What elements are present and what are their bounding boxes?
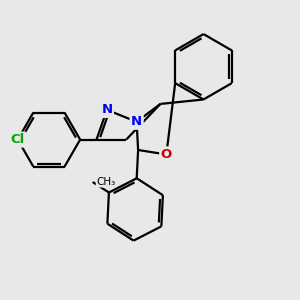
Text: CH₃: CH₃ xyxy=(96,177,116,187)
Text: N: N xyxy=(101,103,112,116)
Text: O: O xyxy=(161,148,172,161)
Text: Cl: Cl xyxy=(11,133,25,146)
Text: N: N xyxy=(131,115,142,128)
